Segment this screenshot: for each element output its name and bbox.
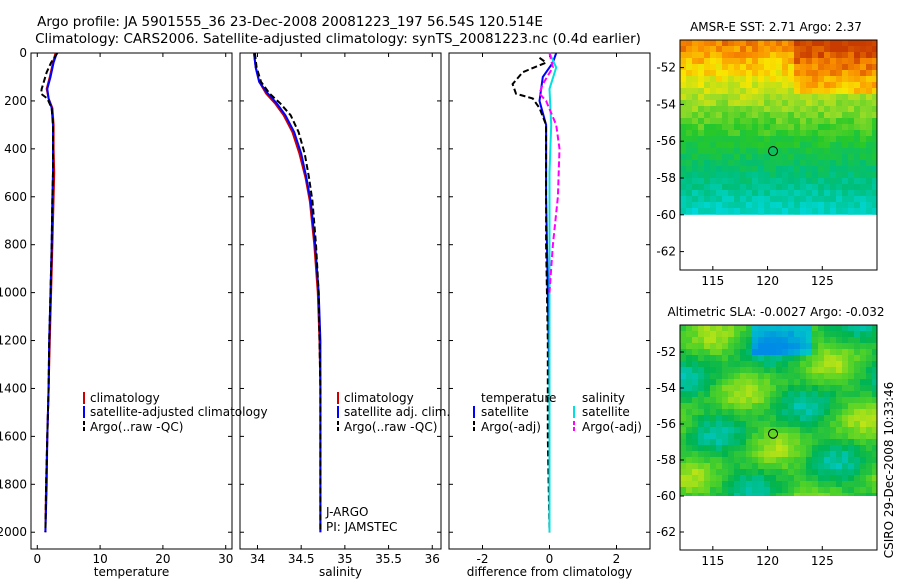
map-y-tick-label: -62 <box>656 525 676 539</box>
y-tick-label: 1800 <box>0 477 27 491</box>
y-tick-label: 800 <box>4 238 27 252</box>
pi-line-2: PI: JAMSTEC <box>326 520 397 534</box>
series-line <box>253 52 322 533</box>
plot-frame <box>30 52 233 550</box>
x-tick-label: 36 <box>425 552 440 566</box>
legend-header-temperature: temperature <box>481 391 556 405</box>
series-line <box>39 52 59 533</box>
legend-label-climatology: climatology <box>90 391 160 405</box>
legend-label-climatology: climatology <box>344 391 414 405</box>
map-y-tick-label: -60 <box>656 489 676 503</box>
map-y-tick-label: -54 <box>656 97 676 111</box>
legend-label-satellite: satellite-adjusted climatology <box>90 405 268 419</box>
map-y-tick-label: -62 <box>656 245 676 259</box>
y-tick-label: 1600 <box>0 429 27 443</box>
legend-label-sal-argo: Argo(-adj) <box>582 420 642 434</box>
x-tick-label: 0 <box>546 552 554 566</box>
x-tick-label: 35.5 <box>375 552 402 566</box>
map-y-tick-label: -56 <box>656 417 676 431</box>
legend-header-salinity: salinity <box>582 391 625 405</box>
map-frame <box>679 324 878 551</box>
plot-frame <box>239 52 442 550</box>
sst-map-title: AMSR-E SST: 2.71 Argo: 2.37 <box>690 20 862 34</box>
series-line <box>548 52 558 533</box>
map-y-tick-label: -52 <box>656 345 676 359</box>
map-x-tick-label: 125 <box>811 274 834 288</box>
series-line <box>253 52 322 533</box>
legend-label-temp-argo: Argo(-adj) <box>481 420 541 434</box>
map-raster <box>680 325 877 496</box>
y-tick-label: 1400 <box>0 381 27 395</box>
map-y-tick-label: -60 <box>656 208 676 222</box>
sla-map: 115 120 125 -52 -54 -56 -58 -60 -62 <box>656 324 878 568</box>
x-tick-label: 10 <box>92 552 107 566</box>
map-x-tick-label: 120 <box>756 554 779 568</box>
x-tick-label: 34.5 <box>288 552 315 566</box>
map-x-tick-label: 120 <box>756 274 779 288</box>
y-tick-label: 1000 <box>0 286 27 300</box>
pi-line-1: J-ARGO <box>325 505 368 519</box>
argo-location-marker <box>768 146 779 157</box>
temperature-legend: climatology satellite-adjusted climatolo… <box>83 391 268 434</box>
map-x-tick-label: 115 <box>701 274 724 288</box>
sla-map-title: Altimetric SLA: -0.0027 Argo: -0.032 <box>667 305 884 319</box>
x-axis-label: temperature <box>94 565 169 579</box>
map-x-tick-label: 125 <box>811 554 834 568</box>
x-axis-label: difference from climatology <box>467 565 633 579</box>
x-tick-label: -2 <box>477 552 489 566</box>
figure-title-line2: Climatology: CARS2006. Satellite-adjuste… <box>35 31 641 47</box>
legend-label-temp-satellite: satellite <box>481 405 529 419</box>
salinity-panel: 34 34.5 35 35.5 36 salinity <box>239 52 442 579</box>
map-y-tick-label: -52 <box>656 61 676 75</box>
difference-legend: temperature satellite Argo(-adj) salinit… <box>473 391 642 434</box>
x-tick-label: 35 <box>337 552 352 566</box>
map-y-tick-label: -58 <box>656 171 676 185</box>
temperature-panel: 0 10 20 30 0 200 400 600 800 1000 1200 1400 1600 1800… <box>0 46 233 579</box>
x-tick-label: 30 <box>218 552 233 566</box>
argo-location-marker <box>768 428 779 439</box>
y-tick-label: 200 <box>4 94 27 108</box>
x-tick-label: 0 <box>33 552 41 566</box>
series-line <box>511 56 551 533</box>
map-x-tick-label: 115 <box>701 554 724 568</box>
series-line <box>253 52 322 533</box>
map-y-tick-label: -58 <box>656 453 676 467</box>
series-line <box>538 52 561 293</box>
y-tick-label: 600 <box>4 190 27 204</box>
legend-label-sal-satellite: satellite <box>582 405 630 419</box>
sst-map: 115 120 125 -52 -54 -56 -58 -60 -62 <box>656 39 878 288</box>
y-tick-label: 2000 <box>0 525 27 539</box>
legend-label-satellite: satellite adj. clim. <box>344 405 450 419</box>
map-y-tick-label: -56 <box>656 134 676 148</box>
figure-title-line1: Argo profile: JA 5901555_36 23-Dec-2008 … <box>37 14 543 30</box>
legend-label-argo: Argo(..raw -QC) <box>90 420 183 434</box>
x-axis-label: salinity <box>319 565 362 579</box>
map-frame <box>679 39 878 271</box>
y-tick-label: 400 <box>4 142 27 156</box>
x-tick-label: 34 <box>250 552 265 566</box>
x-tick-label: 20 <box>155 552 170 566</box>
y-tick-label: 0 <box>19 46 27 60</box>
map-y-tick-label: -54 <box>656 381 676 395</box>
y-tick-label: 1200 <box>0 334 27 348</box>
salinity-legend: climatology satellite adj. clim. Argo(..… <box>325 391 450 534</box>
map-raster <box>680 40 877 215</box>
csiro-stamp: CSIRO 29-Dec-2008 10:33:46 <box>882 382 896 559</box>
x-tick-label: 2 <box>613 552 621 566</box>
legend-label-argo: Argo(..raw -QC) <box>344 420 437 434</box>
